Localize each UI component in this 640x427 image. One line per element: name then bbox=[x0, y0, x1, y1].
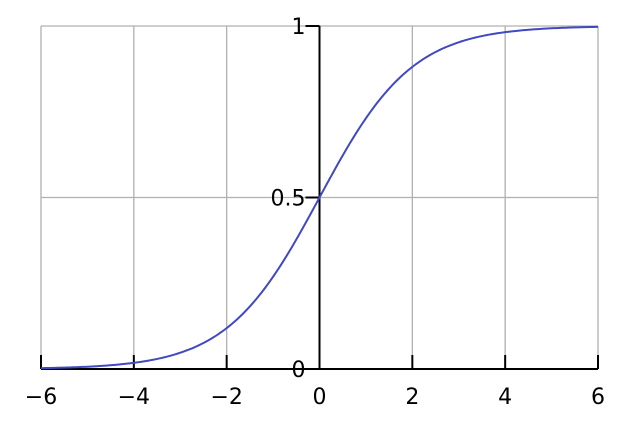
x-tick-label: 6 bbox=[591, 385, 605, 410]
x-tick-label: 2 bbox=[405, 385, 419, 410]
curve-group bbox=[40, 25, 599, 370]
tick-labels: −6 −4 −2 0 2 4 6 0 0.5 1 bbox=[25, 15, 605, 410]
x-tick-label: 0 bbox=[313, 385, 327, 410]
x-tick-label: −4 bbox=[118, 385, 150, 410]
sigmoid-curve bbox=[40, 25, 599, 370]
y-tick-label: 0.5 bbox=[271, 187, 306, 212]
y-tick-label: 1 bbox=[292, 15, 306, 40]
y-tick-label: 0 bbox=[292, 358, 306, 383]
x-tick-label: 4 bbox=[498, 385, 512, 410]
x-tick-label: −6 bbox=[25, 385, 57, 410]
x-tick-label: −2 bbox=[210, 385, 242, 410]
